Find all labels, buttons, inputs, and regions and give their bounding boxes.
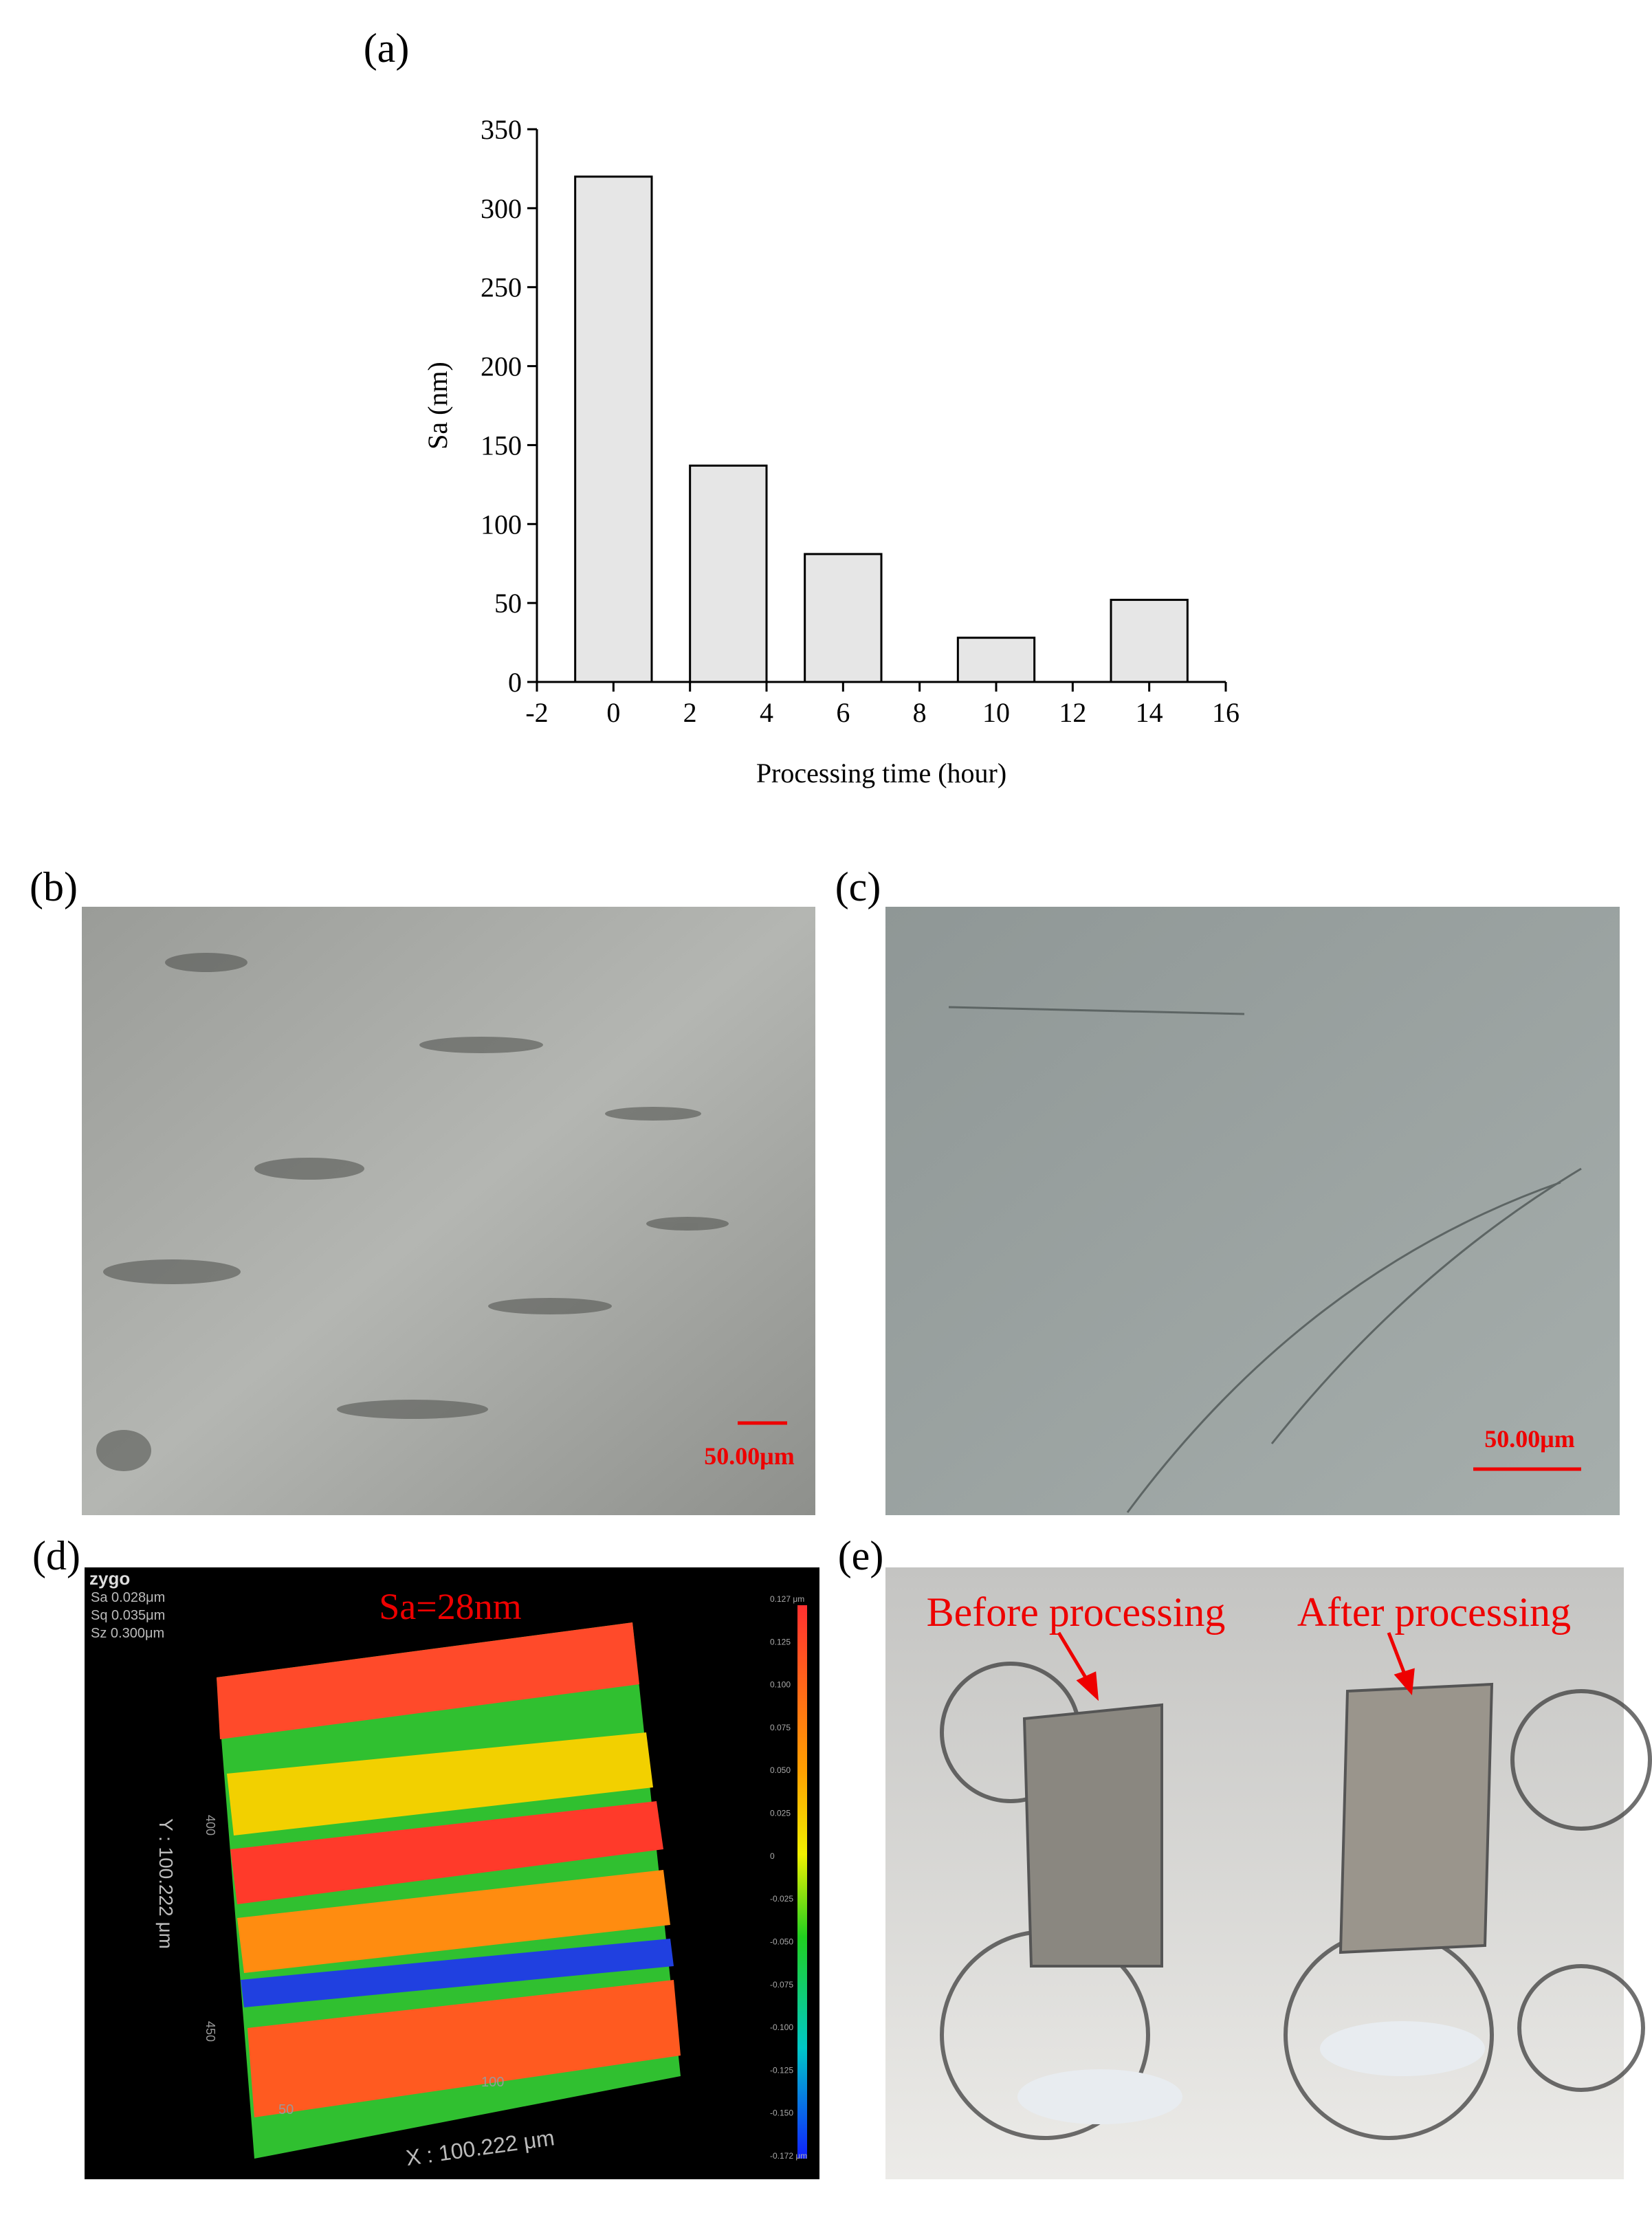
- panel-label: (b): [30, 864, 78, 910]
- colorbar-label: 0.075: [770, 1723, 791, 1732]
- bar: [689, 464, 768, 683]
- x-tick-label: 6: [836, 697, 850, 728]
- colorbar-label: -0.025: [770, 1894, 793, 1904]
- y-tick-label: 350: [481, 114, 522, 145]
- x-tick-label: 12: [1059, 697, 1086, 728]
- y-tick-label: 300: [481, 193, 522, 224]
- scale-bar-label: 50.00μm: [1484, 1425, 1574, 1453]
- x-tick-label: 4: [760, 697, 773, 728]
- colorbar-label: -0.172 μm: [770, 2151, 807, 2161]
- scale-bar-label: 50.00μm: [704, 1442, 794, 1470]
- photo: [885, 1567, 1624, 2179]
- x-tick-label: -2: [525, 697, 548, 728]
- bar: [1110, 599, 1189, 683]
- y-axis-label: Sa (nm): [422, 362, 453, 450]
- colorbar-label: -0.125: [770, 2065, 793, 2075]
- panel-label: (a): [364, 25, 410, 71]
- bar: [574, 175, 653, 683]
- arrows: [1057, 1631, 1415, 1701]
- surface-texture: [96, 953, 729, 1471]
- y-tick-label: 400: [203, 1815, 217, 1836]
- annotation: After processing: [1297, 1589, 1571, 1635]
- x-tick-label: 14: [1136, 697, 1163, 728]
- colorbar-label: -0.150: [770, 2108, 793, 2118]
- scratches: [948, 1006, 1582, 1513]
- y-tick-label: 450: [203, 2021, 217, 2042]
- stat: Sa 0.028μm: [91, 1590, 165, 1605]
- x-tick-label: 2: [683, 697, 697, 728]
- x-tick-label: 0: [606, 697, 620, 728]
- colorbar-label: 0.050: [770, 1765, 791, 1775]
- y-tick-label: 200: [481, 351, 522, 382]
- surface-map: [217, 1622, 681, 2159]
- micrograph-smooth: [885, 907, 1620, 1515]
- y-tick-label: 50: [494, 588, 522, 619]
- colorbar-labels: 0.127 μm 0.125 0.100 0.075 0.050 0.025 0 -0.025…: [770, 1594, 807, 2161]
- colorbar-label: 0.100: [770, 1680, 791, 1690]
- stats: Sa 0.028μm Sq 0.035μm Sz 0.300μm: [91, 1590, 165, 1641]
- y-tick-label: 150: [481, 430, 522, 461]
- sa-annotation: Sa=28nm: [379, 1586, 521, 1627]
- y-tick-label: 250: [481, 272, 522, 303]
- panel-label: (c): [835, 864, 881, 910]
- x-tick-label: 100: [481, 2075, 504, 2090]
- x-tick-label: 16: [1212, 697, 1240, 728]
- micrograph-rough: [82, 907, 815, 1515]
- x-tick-label: 10: [982, 697, 1010, 728]
- panel-label: (d): [32, 1533, 80, 1578]
- annotation: Before processing: [927, 1589, 1226, 1635]
- y-tick-label: 100: [481, 509, 522, 540]
- colorbar-label: -0.050: [770, 1937, 793, 1946]
- x-axis-label: Processing time (hour): [756, 758, 1006, 789]
- colorbar: [797, 1605, 807, 2159]
- colorbar-label: 0.025: [770, 1809, 791, 1818]
- x-tick-label: 50: [278, 2102, 294, 2117]
- logo: zygo: [89, 1568, 130, 1589]
- colorbar-label: -0.100: [770, 2023, 793, 2032]
- y-axis-label: Y : 100.222 μm: [155, 1818, 177, 1949]
- colorbar-label: 0.127 μm: [770, 1594, 804, 1604]
- colorbar-label: 0: [770, 1851, 775, 1861]
- stat: Sz 0.300μm: [91, 1626, 164, 1641]
- colorbar-label: -0.075: [770, 1980, 793, 1990]
- y-tick-label: 0: [508, 667, 522, 698]
- samples: [1017, 1682, 1494, 2124]
- bar: [804, 553, 883, 683]
- colorbar-label: 0.125: [770, 1637, 791, 1646]
- bar: [956, 637, 1036, 683]
- stat: Sq 0.035μm: [91, 1608, 165, 1623]
- x-tick-label: 8: [913, 697, 927, 728]
- panel-label: (e): [838, 1533, 884, 1578]
